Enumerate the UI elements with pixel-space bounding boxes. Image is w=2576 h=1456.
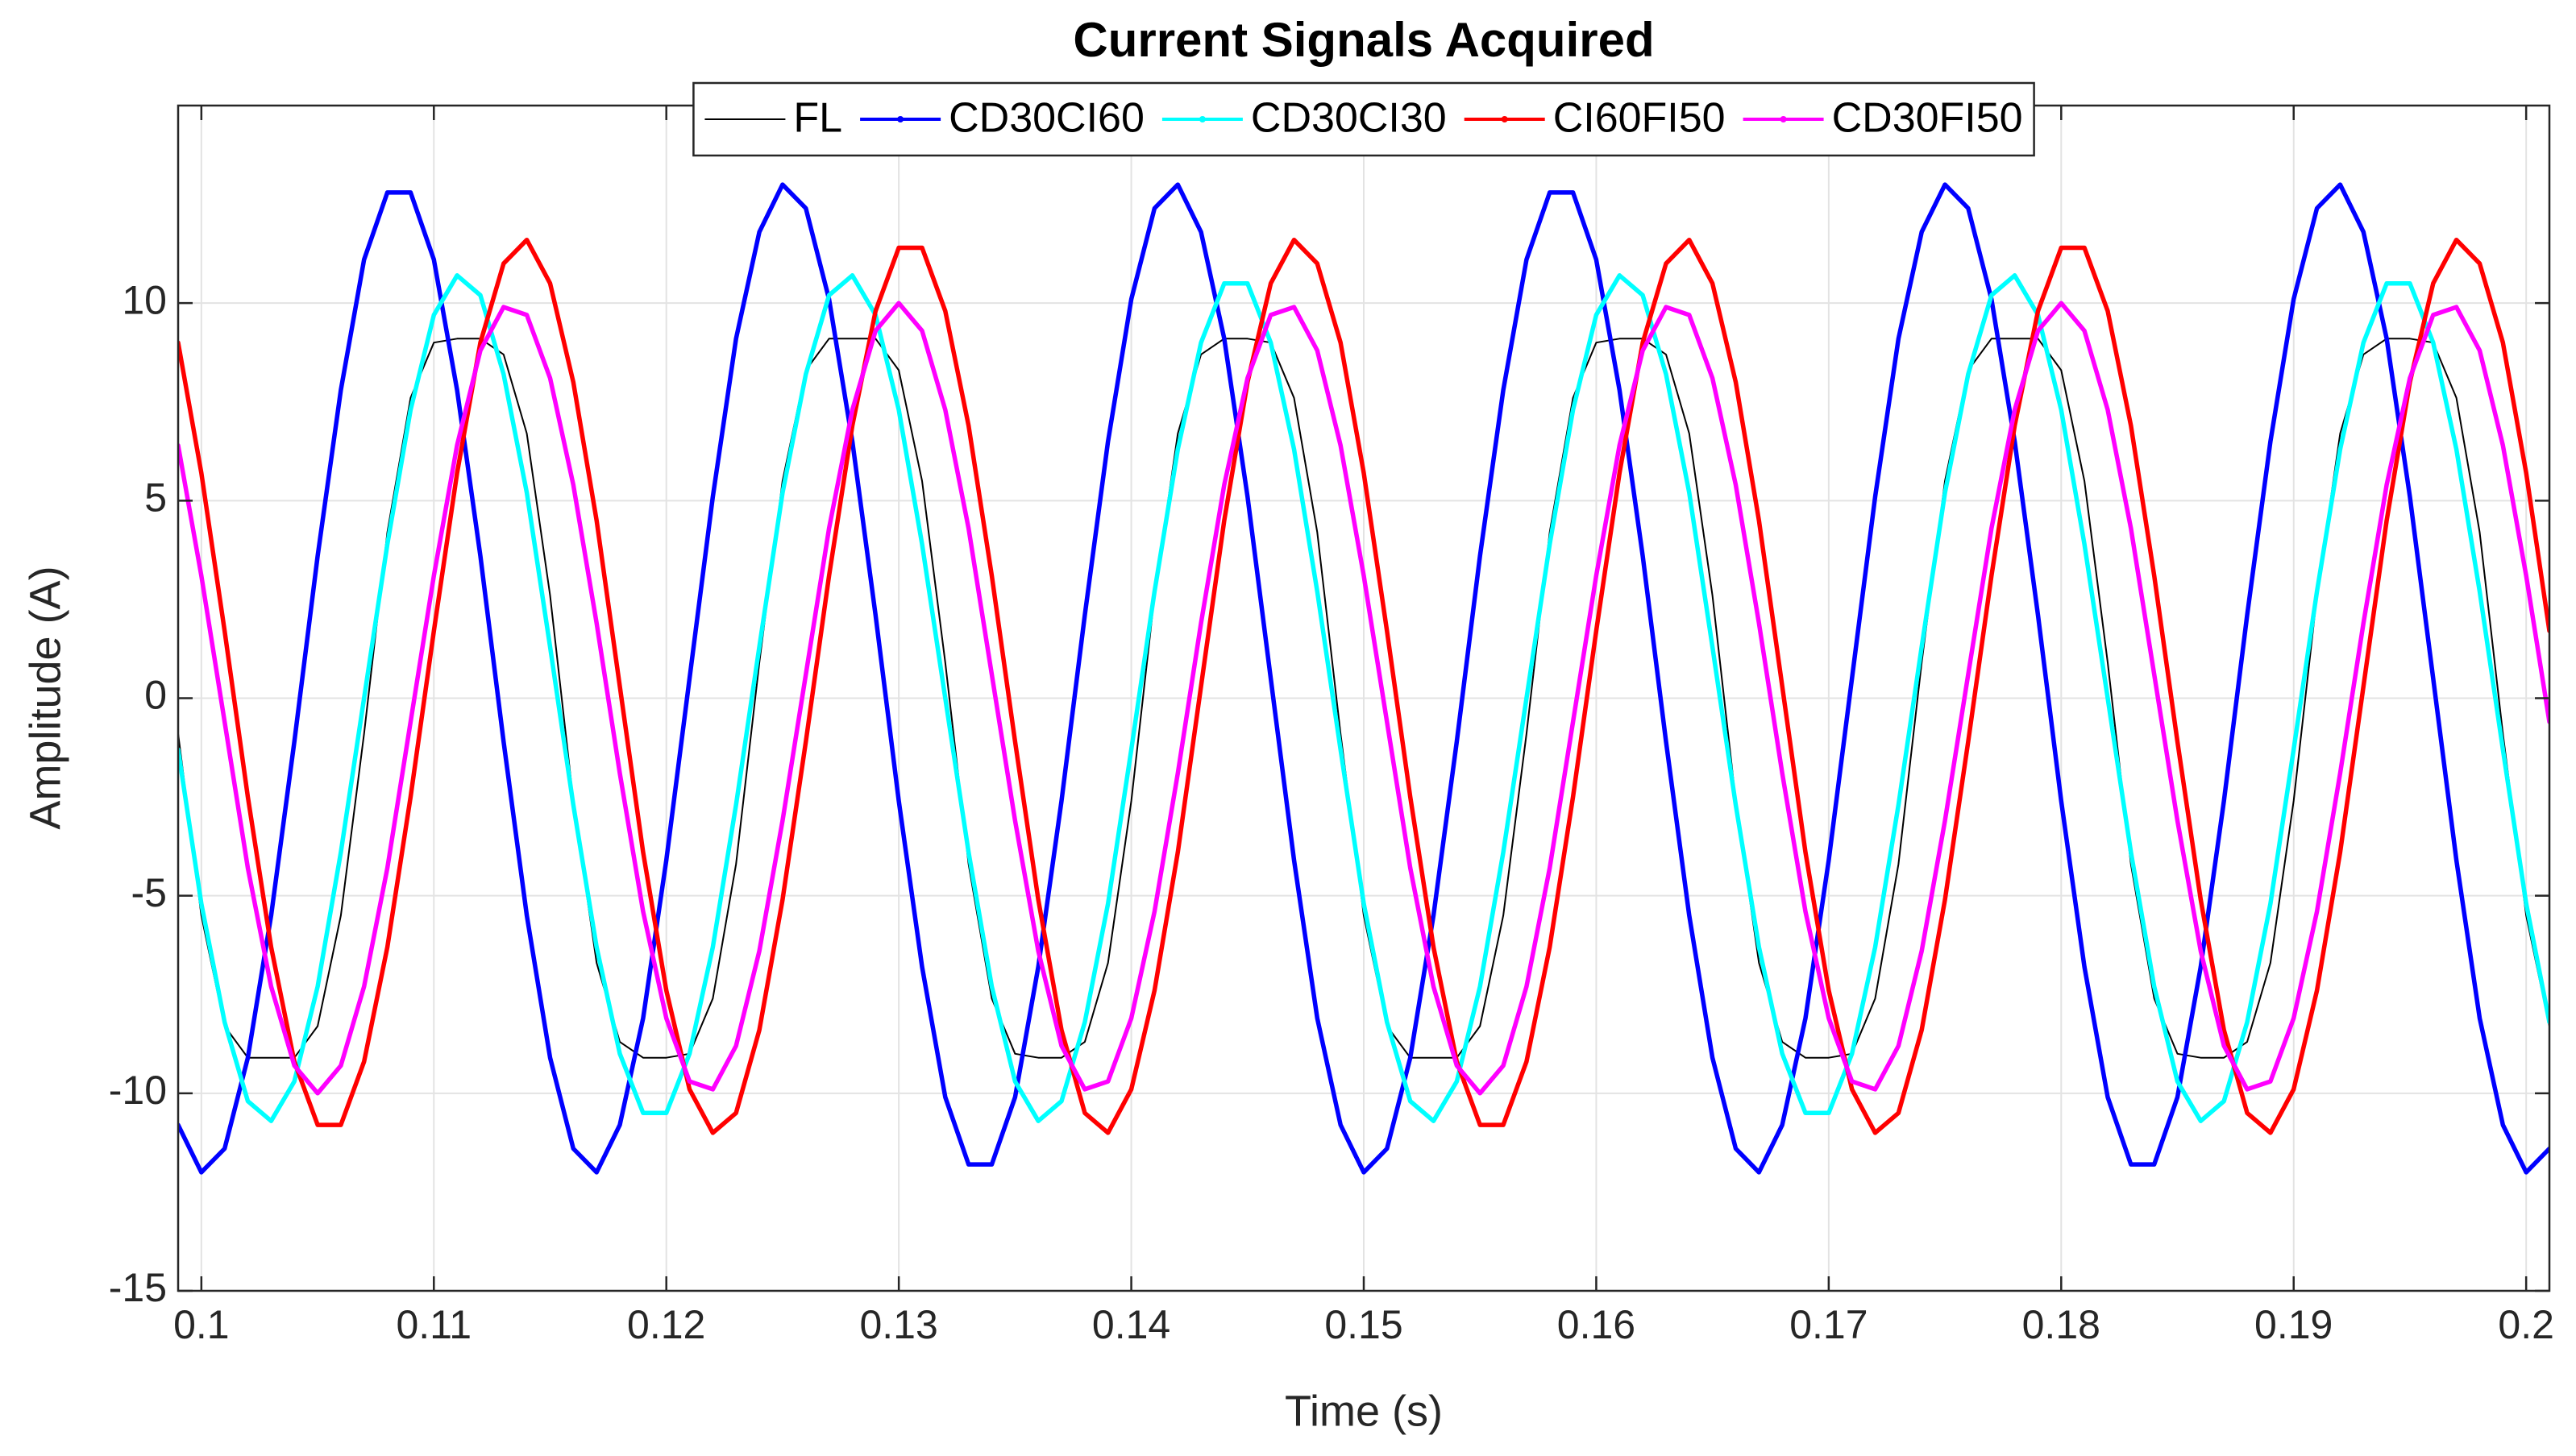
legend-item: CD30CI30 — [1161, 95, 1447, 142]
y-axis-label: Amplitude (A) — [21, 566, 69, 829]
x-tick-label: 0.15 — [1324, 1302, 1402, 1347]
legend-label: CD30FI50 — [1832, 95, 2023, 142]
series-line — [178, 273, 2549, 1123]
x-tick-label: 0.2 — [2498, 1302, 2554, 1347]
y-tick-label: 5 — [144, 475, 167, 521]
legend-label: CD30CI60 — [949, 95, 1145, 142]
x-tick-label: 0.1 — [173, 1302, 230, 1347]
x-tick-label: 0.16 — [1557, 1302, 1635, 1347]
x-tick-label: 0.19 — [2254, 1302, 2333, 1347]
series-line — [178, 237, 2549, 1135]
legend-label: FL — [793, 95, 842, 142]
x-tick-label: 0.17 — [1789, 1302, 1868, 1347]
series-group — [178, 182, 2549, 1175]
legend-item: CD30FI50 — [1743, 95, 2023, 142]
legend-item: FL — [704, 95, 842, 142]
x-axis-label: Time (s) — [1285, 1387, 1443, 1435]
y-tick-label: 0 — [144, 673, 167, 718]
legend-label: CD30CI30 — [1251, 95, 1447, 142]
legend-marker — [1780, 116, 1787, 122]
legend-item: CI60FI50 — [1464, 95, 1726, 142]
series-line — [178, 301, 2549, 1096]
y-tick-label: -10 — [109, 1068, 167, 1113]
chart-title: Current Signals Acquired — [1073, 13, 1654, 67]
y-tick-label: -15 — [109, 1265, 167, 1310]
y-tick-label: 10 — [122, 277, 167, 322]
series-line — [178, 182, 2549, 1175]
legend-label: CI60FI50 — [1553, 95, 1726, 142]
legend-item: CD30CI60 — [860, 95, 1145, 142]
legend: FL CD30CI60 CD30CI30 CI60FI50 CD30FI50 — [692, 81, 2035, 157]
y-tick-label: -5 — [131, 870, 167, 915]
x-tick-label: 0.12 — [627, 1302, 705, 1347]
legend-marker — [1501, 116, 1508, 122]
x-tick-label: 0.18 — [2022, 1302, 2100, 1347]
x-tick-label: 0.13 — [859, 1302, 937, 1347]
x-tick-label: 0.11 — [396, 1302, 472, 1347]
x-tick-label: 0.14 — [1092, 1302, 1170, 1347]
legend-marker — [1199, 116, 1206, 122]
legend-marker — [897, 116, 904, 122]
